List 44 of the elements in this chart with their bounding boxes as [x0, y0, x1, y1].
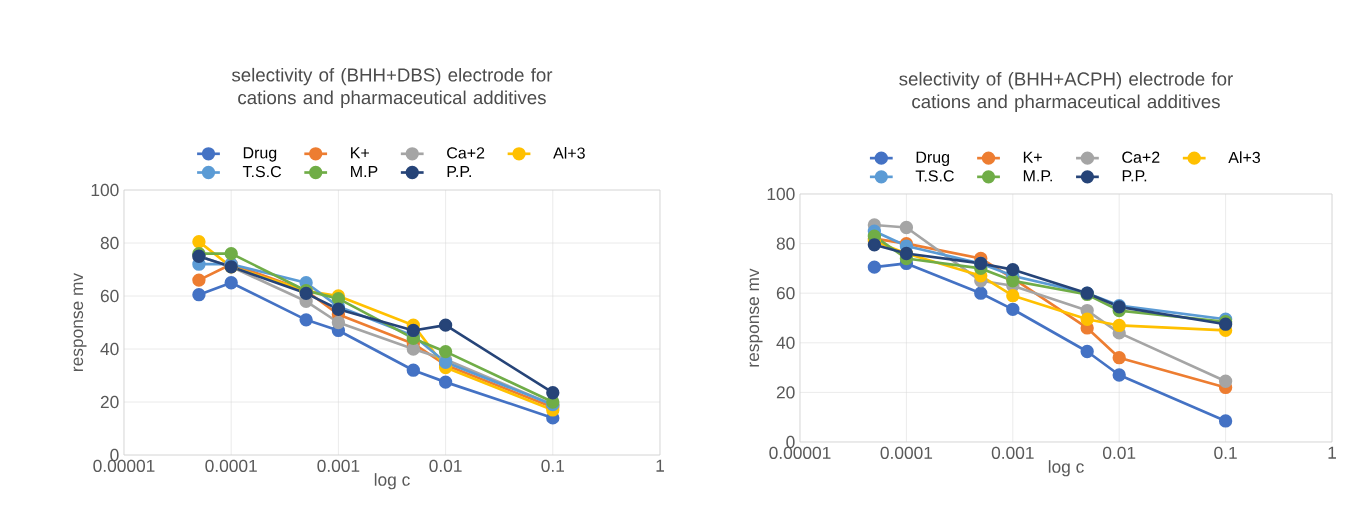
legend-label: K+ [1023, 151, 1042, 163]
legend-label: Drug [243, 147, 277, 162]
chart-title: selectivity of (BHH+ACPH) electrode for cations and pharmaceutical additives [899, 71, 1233, 112]
x-tick-label: 0.00001 [93, 459, 155, 472]
x-axis-title: log c [374, 473, 410, 490]
x-tick-label: 0.01 [429, 459, 462, 472]
legend-label: Al+3 [553, 147, 585, 159]
x-tick-label: 0.001 [991, 446, 1034, 459]
legend-label: M.P. [1023, 170, 1052, 182]
y-tick-label: 80 [776, 237, 795, 250]
legend-label: M.P [351, 166, 378, 178]
y-tick-label: 0 [786, 435, 795, 449]
legend-label: P.P. [1122, 170, 1147, 182]
legend-label: Al+3 [1228, 151, 1261, 164]
x-tick-label: 0.00001 [769, 446, 831, 459]
y-tick-label: 100 [91, 183, 119, 197]
x-tick-label: 1 [656, 459, 664, 472]
y-tick-label: 100 [767, 187, 795, 201]
x-tick-label: 0.0001 [205, 459, 257, 472]
legend-label: Drug [916, 151, 949, 166]
y-tick-label: 40 [776, 336, 795, 349]
legend-label: Ca+2 [1122, 151, 1160, 163]
x-tick-label: 0.001 [317, 459, 360, 472]
x-tick-label: 0.01 [1103, 446, 1136, 459]
y-tick-label: 40 [100, 342, 119, 356]
y-tick-label: 20 [776, 386, 795, 399]
legend-label: Ca+2 [447, 147, 485, 159]
y-tick-label: 60 [100, 289, 119, 303]
legend-label: T.S.C [915, 170, 954, 182]
x-tick-label: 0.0001 [880, 446, 933, 459]
x-tick-label: 0.1 [1214, 446, 1237, 459]
y-tick-label: 0 [110, 448, 119, 462]
x-tick-label: 1 [1328, 446, 1336, 459]
y-tick-label: 60 [776, 287, 795, 300]
x-tick-label: 0.1 [541, 459, 564, 472]
y-tick-label: 20 [100, 395, 119, 409]
y-axis-title: response mv [749, 268, 763, 367]
legend-label: P.P. [447, 166, 471, 178]
x-axis-title: log c [1048, 460, 1084, 477]
y-tick-label: 80 [100, 236, 119, 250]
y-axis-title: response mv [73, 272, 87, 371]
legend-label: T.S.C [242, 165, 282, 178]
chart-title: selectivity of (BHH+DBS) electrode for cations and pharmaceutical additives [231, 67, 553, 108]
legend-label: K+ [351, 147, 369, 159]
